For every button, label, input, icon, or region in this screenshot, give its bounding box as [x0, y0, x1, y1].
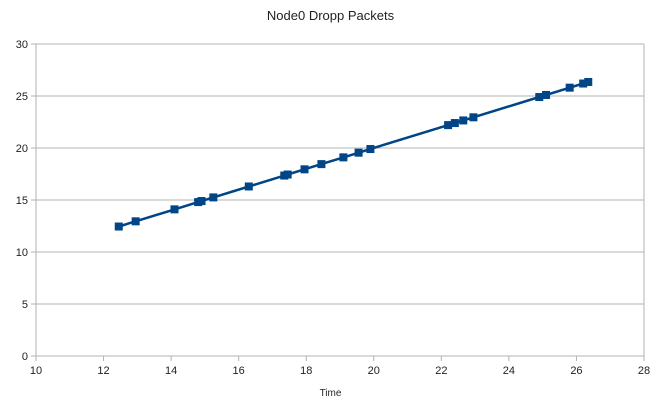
data-point-marker [366, 145, 375, 154]
data-point-marker [542, 90, 551, 99]
data-point-marker [339, 153, 348, 162]
data-point-marker [317, 160, 326, 169]
data-series [114, 77, 593, 231]
x-tick-labels: 10 12 14 16 18 20 22 24 26 28 [30, 365, 650, 377]
y-tick-label: 25 [16, 91, 28, 103]
data-point-marker [469, 113, 478, 122]
gridlines [31, 43, 644, 357]
x-tick-label: 26 [570, 365, 582, 377]
y-tick-label: 20 [16, 143, 28, 155]
data-point-marker [579, 79, 588, 88]
y-tick-label: 10 [16, 247, 28, 259]
data-point-marker [114, 222, 123, 231]
x-tick-label: 28 [638, 365, 650, 377]
data-point-marker [450, 119, 459, 128]
data-point-marker [209, 193, 218, 202]
axes [35, 44, 645, 361]
y-tick-label: 0 [22, 351, 28, 363]
data-point-marker [565, 83, 574, 92]
x-tick-label: 16 [233, 365, 245, 377]
chart-title: Node0 Dropp Packets [266, 8, 395, 23]
data-point-marker [197, 197, 206, 206]
y-tick-label: 5 [22, 299, 28, 311]
data-point-marker [535, 93, 544, 102]
data-point-marker [283, 170, 292, 179]
x-tick-label: 14 [165, 365, 177, 377]
data-point-marker [170, 205, 179, 214]
series-line [118, 80, 589, 228]
data-point-marker [584, 77, 593, 86]
data-point-marker [131, 217, 140, 226]
y-tick-label: 30 [16, 39, 28, 51]
y-tick-label: 15 [16, 195, 28, 207]
data-point-marker [444, 121, 453, 130]
data-point-marker [300, 165, 309, 174]
data-point-marker [354, 148, 363, 157]
x-tick-label: 12 [97, 365, 109, 377]
x-tick-label: 24 [503, 365, 515, 377]
data-point-marker [459, 116, 468, 125]
x-tick-label: 20 [368, 365, 380, 377]
x-axis-label: Time [319, 388, 342, 399]
x-tick-label: 10 [30, 365, 42, 377]
y-tick-labels: 0 5 10 15 20 25 30 [16, 39, 28, 363]
data-point-marker [244, 182, 253, 191]
x-tick-label: 22 [435, 365, 447, 377]
x-tick-label: 18 [300, 365, 312, 377]
